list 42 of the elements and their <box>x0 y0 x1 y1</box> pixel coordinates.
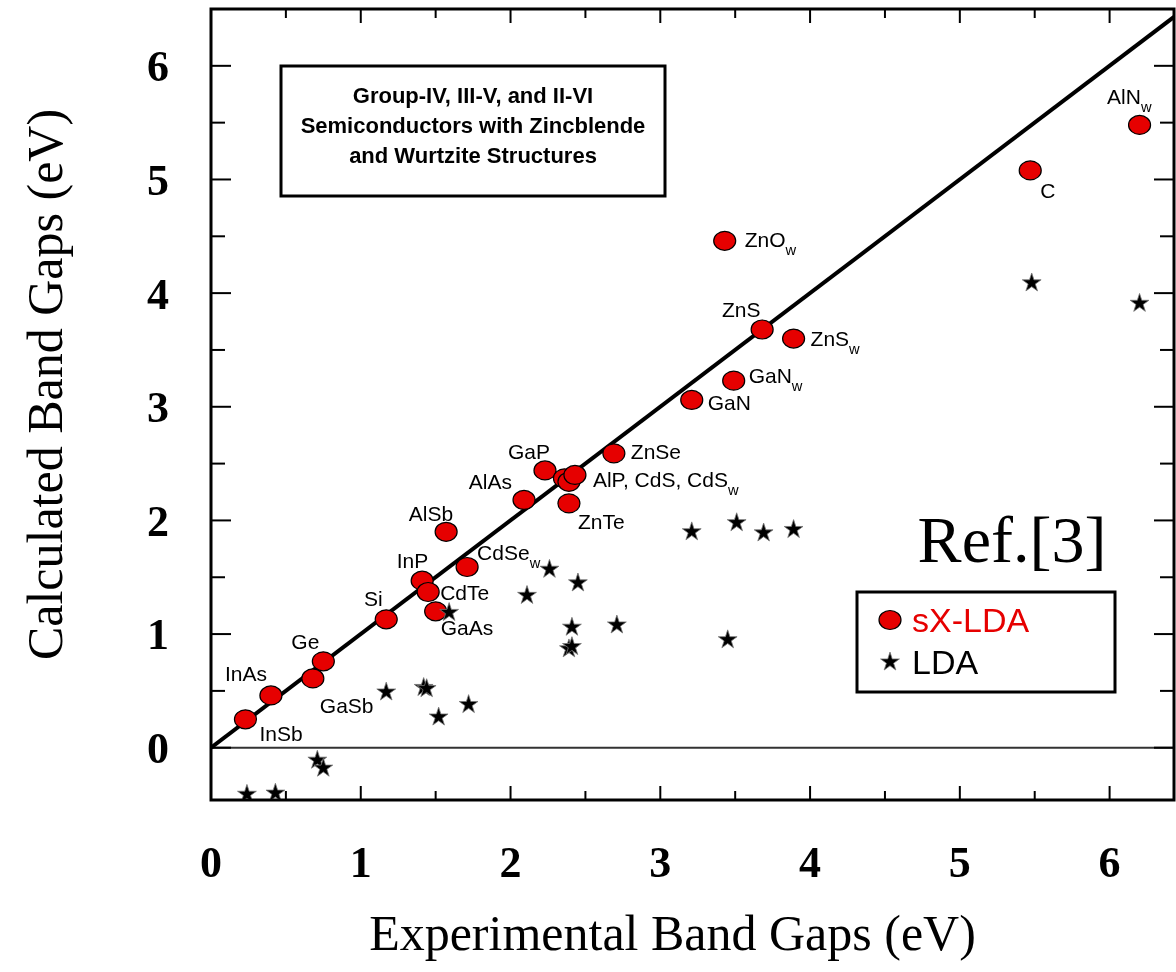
annotation: GaSb <box>319 694 374 718</box>
annotation: Si <box>363 587 383 611</box>
annotation: CdTe <box>440 581 490 605</box>
y-tick-label: 6 <box>147 42 169 92</box>
annotation: GaP <box>507 440 550 464</box>
annotation: AlSb <box>408 501 454 525</box>
y-tick-label: 1 <box>147 610 169 660</box>
annotation: GaN$_{w}$ <box>748 363 803 394</box>
y-axis-title: Calculated Band Gaps (eV) <box>17 108 73 661</box>
x-axis-title: Experimental Band Gaps (eV) <box>369 905 976 961</box>
legend-label: sX-LDA <box>912 601 1030 639</box>
x-tick-label: 6 <box>1098 838 1121 887</box>
annotation: CdSe$_{w}$ <box>477 541 541 572</box>
annotation: AlAs <box>468 469 513 493</box>
annotation: AlN$_{w}$ <box>1107 84 1152 115</box>
legend-label: LDA <box>912 643 979 681</box>
annotation: ZnO$_{w}$ <box>744 227 797 258</box>
annotation: C <box>1040 179 1056 203</box>
annotation: GaN <box>707 390 751 414</box>
x-tick-label: 0 <box>200 838 222 887</box>
y-tick-label: 3 <box>147 383 169 433</box>
annotation: InP <box>396 548 429 572</box>
y-tick-label: 5 <box>147 155 169 205</box>
x-tick-label: 1 <box>349 838 372 887</box>
x-tick-label: 5 <box>948 838 971 887</box>
annotation: ZnTe <box>577 510 625 534</box>
annotation: GaAs <box>440 616 494 640</box>
annotation: AlP, CdS, CdS$_{w}$ <box>592 467 739 498</box>
x-tick-label: 2 <box>499 838 522 887</box>
x-tick-label: 4 <box>799 838 822 887</box>
annotation: ZnS$_{w}$ <box>810 326 861 357</box>
text: Group-IV, III-V, and II-VI Semiconductors with Zincblende and Wurtzite Structures <box>300 83 646 168</box>
y-tick-label: 4 <box>147 269 169 319</box>
annotation: InAs <box>224 662 267 686</box>
y-tick-label: 2 <box>147 496 169 546</box>
y-tick-label: 0 <box>147 724 169 774</box>
annotation: Ge <box>291 630 320 654</box>
annotation: ZnS <box>721 298 761 322</box>
annotation: InSb <box>259 722 303 746</box>
annotation: ZnSe <box>630 440 682 464</box>
x-tick-label: 3 <box>649 838 672 887</box>
annotation: Ref.[3] <box>917 503 1107 576</box>
